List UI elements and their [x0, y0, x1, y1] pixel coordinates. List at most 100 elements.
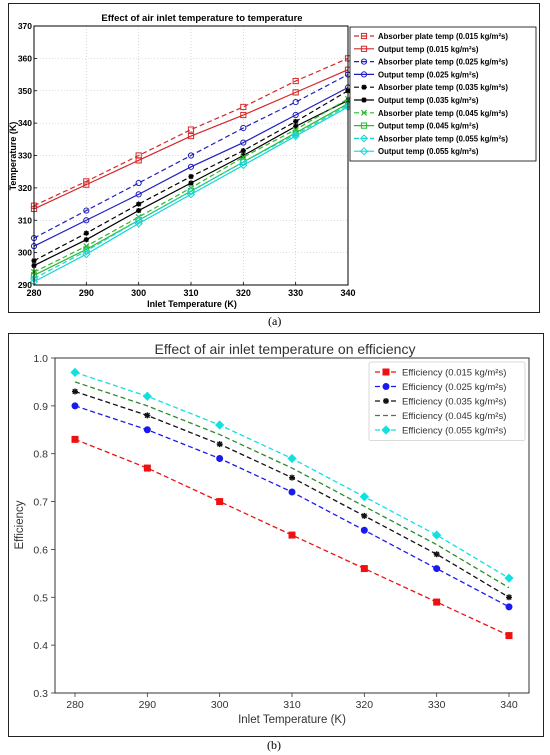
legend: Efficiency (0.015 kg/m²s) Efficiency (0.0… — [368, 361, 526, 441]
legend-label: Efficiency (0.015 kg/m²s) — [402, 368, 506, 379]
legend-label: Output temp (0.045 kg/m²s) — [378, 122, 479, 131]
data-point — [292, 98, 299, 106]
x-tick-label: 330 — [288, 288, 303, 298]
data-point — [143, 426, 151, 434]
series-group — [74, 381, 510, 589]
legend: Absorber plate temp (0.015 kg/m²s) Output… — [349, 26, 537, 162]
x-tick-label: 340 — [340, 288, 355, 298]
data-point — [83, 237, 89, 243]
data-point — [136, 207, 142, 214]
series-group — [70, 367, 514, 583]
y-tick-label: 0.6 — [33, 544, 48, 556]
data-point — [216, 455, 224, 462]
series-line — [33, 106, 349, 283]
chart-title: Effect of air inlet temperature to tempe… — [101, 13, 302, 24]
x-axis-label: Inlet Temperature (K) — [147, 299, 237, 309]
x-tick-label: 300 — [131, 288, 146, 298]
efficiency-chart: Effect of air inlet temperature on effic… — [14, 341, 530, 726]
data-point — [83, 217, 90, 224]
x-tick-label: 310 — [183, 288, 198, 298]
data-point — [292, 77, 299, 85]
data-point — [506, 594, 512, 601]
legend-swatch-marker — [382, 368, 390, 376]
x-tick-label: 320 — [236, 288, 251, 298]
series-group — [30, 66, 352, 213]
series-group — [71, 402, 513, 611]
y-axis-label: Efficiency — [14, 500, 26, 549]
legend-swatch-marker — [360, 109, 368, 116]
x-tick-label: 290 — [139, 699, 157, 711]
legend-swatch-marker — [360, 122, 368, 129]
data-point — [288, 488, 296, 496]
x-tick-label: 280 — [66, 699, 84, 711]
data-point — [504, 573, 514, 583]
data-point — [216, 498, 224, 506]
data-point — [83, 246, 90, 253]
caption-a: (a) — [268, 314, 282, 328]
series-group — [72, 388, 512, 601]
data-point — [188, 173, 194, 180]
y-tick-label: 0.3 — [33, 688, 48, 700]
data-point — [135, 191, 142, 198]
y-tick-label: 300 — [18, 248, 32, 258]
efficiency-chart-panel: Effect of air inlet temperature on effic… — [8, 333, 544, 737]
legend-label: Absorber plate temp (0.035 kg/m²s) — [378, 83, 508, 92]
x-tick-label: 330 — [428, 699, 446, 711]
data-point — [136, 201, 142, 207]
data-point — [240, 139, 247, 146]
data-point — [186, 190, 196, 199]
data-point — [82, 250, 91, 259]
y-tick-label: 350 — [18, 86, 32, 96]
data-point — [134, 219, 143, 228]
data-point — [240, 103, 247, 111]
legend-swatch-marker — [359, 147, 369, 156]
data-point — [292, 111, 299, 119]
y-tick-label: 370 — [18, 21, 32, 31]
data-point — [142, 391, 152, 401]
y-tick-label: 290 — [18, 280, 32, 290]
data-point — [143, 464, 151, 472]
data-point — [216, 441, 223, 448]
x-tick-label: 300 — [211, 699, 229, 711]
data-point — [289, 474, 295, 481]
x-tick-label: 320 — [356, 699, 374, 711]
legend-swatch-marker — [359, 134, 369, 143]
data-point — [83, 207, 90, 214]
legend-swatch-marker — [383, 398, 389, 404]
y-tick-label: 340 — [18, 118, 32, 128]
y-tick-label: 360 — [18, 53, 32, 63]
legend-swatch-marker — [360, 32, 368, 40]
series-line — [33, 103, 349, 276]
data-point — [240, 152, 246, 159]
data-point — [215, 420, 225, 430]
legend-swatch-marker — [360, 58, 368, 65]
data-point — [240, 148, 246, 154]
data-point — [360, 526, 368, 534]
data-point — [433, 565, 441, 573]
data-point — [291, 131, 300, 141]
x-axis-label: Inlet Temperature (K) — [238, 714, 346, 726]
data-point — [291, 130, 300, 139]
data-point — [292, 89, 299, 96]
temperature-chart-panel: Effect of air inlet temperature to tempe… — [8, 3, 540, 313]
y-tick-label: 0.8 — [33, 449, 48, 461]
legend-label: Efficiency (0.025 kg/m²s) — [402, 382, 506, 393]
temperature-chart: Effect of air inlet temperature to tempe… — [8, 13, 537, 309]
legend-label: Efficiency (0.035 kg/m²s) — [402, 397, 506, 408]
legend-label: Output temp (0.035 kg/m²s) — [378, 96, 479, 105]
series-line — [33, 74, 349, 239]
legend-swatch-marker — [381, 425, 391, 435]
data-point — [293, 118, 299, 125]
series-line — [33, 69, 349, 210]
legend-label: Efficiency (0.045 kg/m²s) — [402, 411, 506, 422]
legend-box — [349, 26, 537, 162]
data-point — [240, 111, 247, 119]
y-tick-label: 0.7 — [33, 497, 48, 509]
legend-swatch-marker — [361, 97, 367, 103]
y-tick-label: 0.9 — [33, 401, 48, 413]
data-point — [187, 152, 195, 159]
caption-b: (b) — [267, 738, 281, 752]
data-point — [71, 402, 79, 410]
series-group — [31, 88, 351, 264]
data-point — [433, 598, 441, 606]
